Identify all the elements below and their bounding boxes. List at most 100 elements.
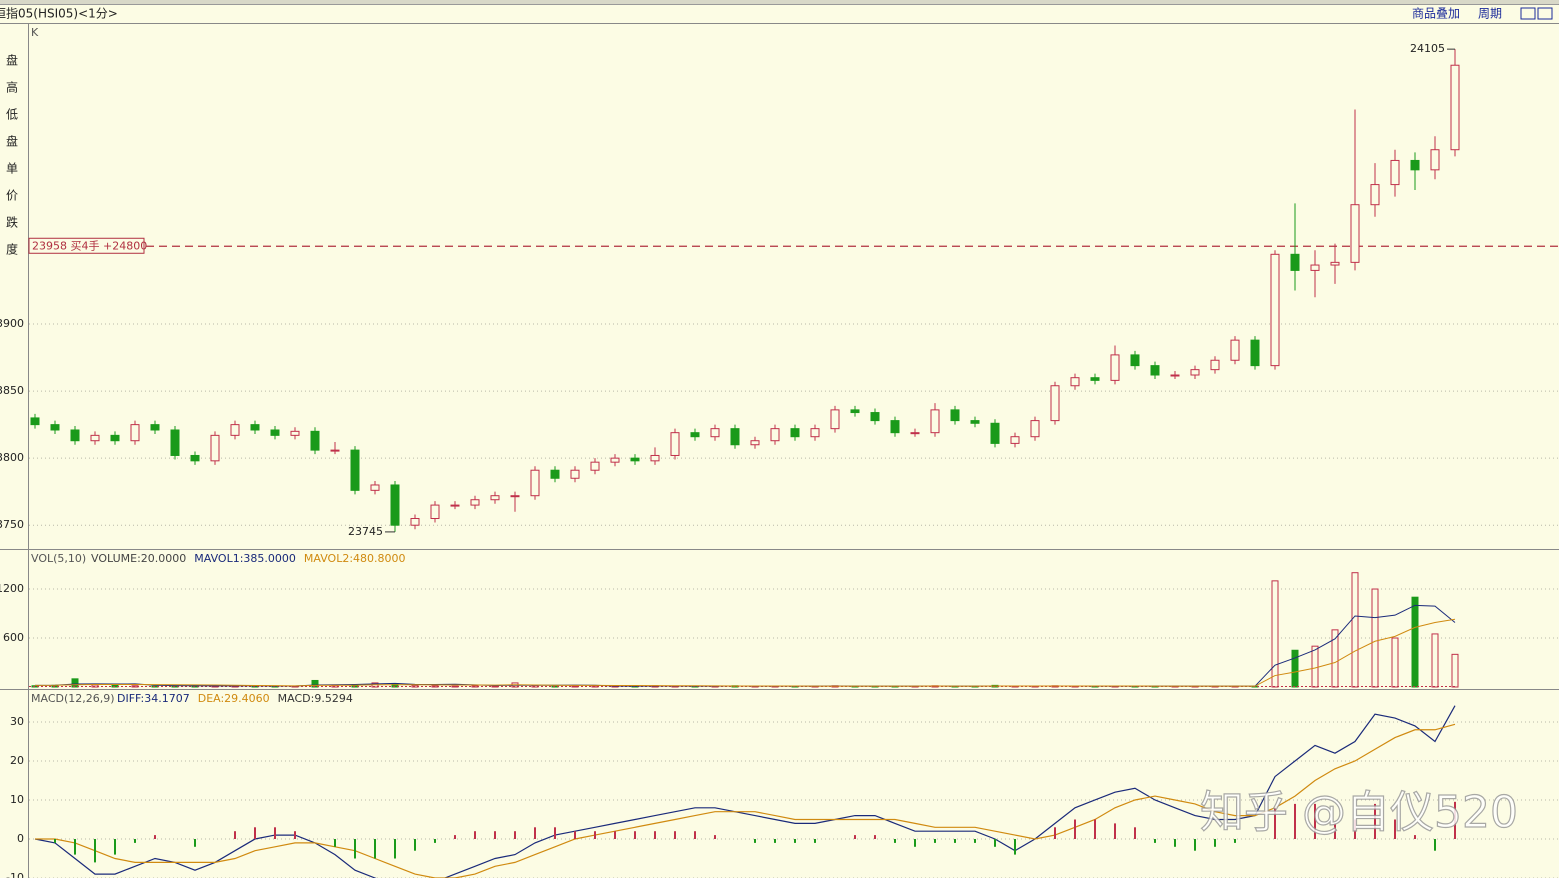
candle-body bbox=[450, 504, 460, 507]
menu-item[interactable]: 商品叠加 bbox=[1412, 6, 1460, 21]
window-button[interactable] bbox=[1537, 7, 1553, 20]
y-tick-label: 0 bbox=[17, 832, 24, 845]
menu-item[interactable]: 周期 bbox=[1478, 7, 1502, 21]
candle-body bbox=[1170, 374, 1180, 377]
candle-body bbox=[630, 457, 640, 462]
candle-body bbox=[310, 430, 320, 451]
sidebar-item: 度 bbox=[6, 242, 18, 257]
order-label: 23958 买4手 +24800 bbox=[32, 238, 147, 252]
candle-body bbox=[190, 454, 200, 462]
y-tick-label: 23850 bbox=[0, 384, 24, 397]
legend-entry: DIFF:34.1707 bbox=[117, 692, 190, 705]
candle-body bbox=[590, 461, 600, 471]
candle-body bbox=[690, 432, 700, 438]
candle-body bbox=[430, 504, 440, 519]
y-tick-label: 23900 bbox=[0, 317, 24, 330]
panel-label: K bbox=[31, 26, 39, 39]
candle-body bbox=[410, 517, 420, 526]
candle-body bbox=[1410, 159, 1420, 171]
sidebar-item: 盘 bbox=[6, 134, 18, 149]
sidebar bbox=[0, 40, 28, 270]
sidebar-item: 跌 bbox=[6, 215, 18, 230]
candle-body bbox=[1370, 184, 1380, 206]
candle-body bbox=[870, 412, 880, 422]
candle-body bbox=[330, 449, 340, 452]
y-tick-label: 600 bbox=[3, 631, 24, 644]
candle-body bbox=[350, 449, 360, 491]
y-tick-label: 1200 bbox=[0, 582, 24, 595]
candle-body bbox=[1450, 64, 1460, 151]
candle-body bbox=[150, 424, 160, 431]
candle-body bbox=[890, 420, 900, 434]
candle-body bbox=[650, 454, 660, 462]
sidebar-item: 低 bbox=[6, 108, 18, 122]
order-label-box bbox=[28, 237, 145, 254]
window-button[interactable] bbox=[1520, 7, 1536, 20]
candle-body bbox=[1090, 377, 1100, 381]
y-tick-label: 30 bbox=[10, 715, 24, 728]
candle-body bbox=[770, 428, 780, 442]
candle-body bbox=[1210, 359, 1220, 371]
macd-line bbox=[34, 705, 1456, 878]
candle-body bbox=[390, 484, 400, 526]
volume-bar bbox=[1451, 653, 1459, 688]
candle-body bbox=[90, 434, 100, 442]
panel-title: VOL(5,10) bbox=[31, 552, 86, 565]
volume-bar bbox=[1311, 645, 1319, 688]
legend-entry: VOLUME:20.0000 bbox=[91, 552, 186, 565]
candle-body bbox=[70, 429, 80, 442]
candle-body bbox=[1070, 377, 1080, 387]
candle-body bbox=[750, 440, 760, 446]
candle-body bbox=[850, 409, 860, 414]
toolbar bbox=[0, 0, 1559, 4]
candle-body bbox=[50, 424, 60, 431]
volume-bar bbox=[1431, 633, 1439, 688]
candle-body bbox=[670, 432, 680, 456]
y-tick-label: 23800 bbox=[0, 451, 24, 464]
volume-bar bbox=[1411, 596, 1419, 688]
candle-body bbox=[790, 428, 800, 438]
candle-body bbox=[1430, 149, 1440, 171]
candle-body bbox=[930, 409, 940, 434]
candle-body bbox=[210, 434, 220, 462]
candle-body bbox=[250, 424, 260, 431]
candle-body bbox=[270, 429, 280, 436]
candle-body bbox=[130, 424, 140, 442]
instrument-title: 恒指05(HSI05)<1分> bbox=[0, 6, 118, 21]
candle-body bbox=[1290, 253, 1300, 271]
sidebar-item: 高 bbox=[6, 80, 18, 95]
candle-body bbox=[510, 495, 520, 498]
candle-body bbox=[1310, 264, 1320, 271]
y-tick-label: 23750 bbox=[0, 518, 24, 531]
candle-body bbox=[1150, 365, 1160, 376]
legend-entry: DEA:29.4060 bbox=[198, 692, 270, 705]
candle-body bbox=[710, 428, 720, 438]
candle-body bbox=[290, 430, 300, 436]
candle-body bbox=[990, 422, 1000, 444]
volume-bar bbox=[1391, 637, 1399, 688]
volume-bar bbox=[1351, 572, 1359, 688]
candle-body bbox=[1230, 339, 1240, 361]
volume-bar bbox=[1271, 580, 1279, 688]
candle-body bbox=[1050, 385, 1060, 422]
high-label: 24105 bbox=[1410, 42, 1445, 55]
candle-body bbox=[1390, 159, 1400, 186]
candle-body bbox=[1270, 253, 1280, 367]
panel-title: MACD(12,26,9) bbox=[31, 692, 115, 705]
candle-body bbox=[530, 469, 540, 497]
candle-body bbox=[470, 499, 480, 506]
candle-body bbox=[610, 457, 620, 463]
candle-body bbox=[30, 417, 40, 426]
candle-body bbox=[1330, 261, 1340, 266]
macd-line bbox=[35, 723, 1456, 878]
candle-body bbox=[1030, 420, 1040, 438]
candle-body bbox=[230, 424, 240, 436]
legend-entry: MACD:9.5294 bbox=[278, 692, 353, 705]
candle-body bbox=[910, 432, 920, 435]
candle-body bbox=[550, 469, 560, 479]
volume-bar bbox=[1371, 588, 1379, 688]
volume-bar bbox=[1291, 649, 1299, 688]
candle-body bbox=[110, 434, 120, 442]
candle-body bbox=[1350, 204, 1360, 263]
